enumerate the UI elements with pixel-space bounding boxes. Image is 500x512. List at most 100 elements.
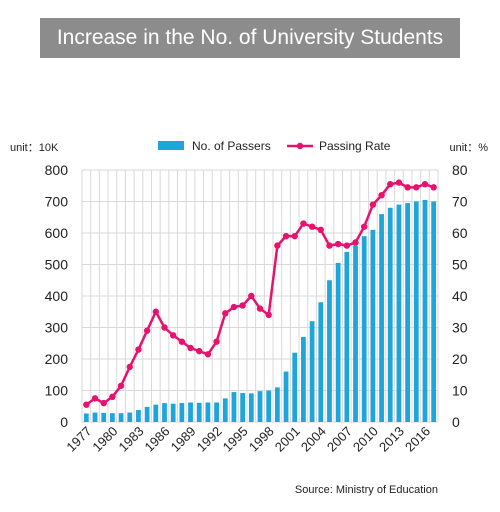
right-tick-label: 0 bbox=[452, 414, 460, 430]
rate-point-1980 bbox=[109, 393, 116, 400]
left-tick-label: 200 bbox=[45, 351, 69, 367]
rate-point-2000 bbox=[282, 232, 290, 240]
rate-point-1992 bbox=[213, 338, 220, 345]
bar-1989 bbox=[188, 402, 193, 422]
bar-1999 bbox=[274, 387, 280, 422]
bar-series bbox=[83, 199, 437, 422]
left-tick-label: 500 bbox=[45, 257, 69, 273]
chart-title: Increase in the No. of University Studen… bbox=[40, 18, 460, 58]
x-tick-label: 1986 bbox=[142, 424, 173, 455]
bar-2009 bbox=[361, 236, 367, 422]
rate-point-2001 bbox=[291, 232, 298, 240]
bar-2010 bbox=[370, 229, 376, 422]
rate-point-1999 bbox=[274, 242, 281, 249]
legend-line-marker bbox=[296, 142, 304, 150]
rate-point-2009 bbox=[360, 223, 368, 230]
rate-point-1998 bbox=[265, 311, 272, 319]
rate-point-2010 bbox=[369, 201, 377, 208]
bar-1992 bbox=[214, 402, 219, 422]
chart: 0 100 200 300 400 500 600 700 800 0 10 20 30 40 50 60 70… bbox=[10, 139, 488, 455]
legend-bar-swatch bbox=[158, 141, 184, 150]
x-tick-label: 2004 bbox=[298, 424, 329, 455]
bar-2005 bbox=[327, 280, 332, 422]
x-tick-label: 2010 bbox=[350, 424, 381, 455]
right-tick-label: 30 bbox=[452, 320, 468, 336]
bar-2016 bbox=[422, 199, 428, 422]
bar-1981 bbox=[118, 413, 124, 422]
rate-point-2002 bbox=[300, 220, 307, 227]
rate-point-1990 bbox=[196, 347, 203, 355]
right-tick-label: 10 bbox=[452, 383, 468, 399]
bar-1987 bbox=[170, 403, 176, 422]
rate-point-1986 bbox=[161, 324, 168, 331]
rate-point-2016 bbox=[421, 180, 429, 188]
rate-point-1996 bbox=[248, 292, 255, 300]
x-tick-label: 1977 bbox=[63, 424, 94, 455]
rate-point-1988 bbox=[178, 338, 186, 345]
right-axis-unit: unit：% bbox=[449, 142, 488, 154]
rate-point-1984 bbox=[143, 327, 151, 334]
rate-point-1993 bbox=[222, 310, 229, 317]
x-tick-label: 1980 bbox=[89, 424, 120, 455]
bar-1988 bbox=[179, 403, 185, 422]
bar-1984 bbox=[144, 406, 150, 422]
rate-point-2004 bbox=[317, 226, 324, 234]
right-tick-label: 80 bbox=[452, 162, 468, 178]
rate-point-2012 bbox=[387, 180, 394, 188]
rate-point-1991 bbox=[204, 351, 212, 358]
right-tick-label: 50 bbox=[452, 257, 468, 273]
source-note: Source: Ministry of Education bbox=[294, 484, 438, 496]
bar-2014 bbox=[405, 203, 410, 422]
x-tick-label: 1995 bbox=[220, 424, 251, 455]
bar-1978 bbox=[92, 412, 98, 422]
bar-2001 bbox=[292, 352, 298, 422]
rate-point-2008 bbox=[352, 239, 359, 246]
left-tick-label: 100 bbox=[45, 383, 69, 399]
rate-point-1979 bbox=[100, 399, 107, 407]
legend-label-rate: Passing Rate bbox=[319, 139, 391, 153]
rate-point-1978 bbox=[91, 395, 99, 402]
right-tick-label: 60 bbox=[452, 225, 468, 241]
right-tick-label: 70 bbox=[452, 194, 468, 210]
right-tick-label: 40 bbox=[452, 288, 468, 304]
x-tick-label: 1998 bbox=[246, 424, 277, 455]
bar-2015 bbox=[413, 201, 419, 422]
bar-2008 bbox=[353, 245, 358, 422]
bar-1993 bbox=[222, 398, 228, 422]
bar-1996 bbox=[248, 393, 254, 422]
grid bbox=[81, 169, 439, 423]
bar-1979 bbox=[101, 412, 107, 422]
rate-point-1995 bbox=[239, 302, 246, 309]
rate-point-1977 bbox=[83, 401, 90, 408]
rate-point-2006 bbox=[334, 240, 342, 248]
bar-1994 bbox=[231, 392, 237, 422]
left-tick-label: 400 bbox=[45, 288, 69, 304]
bar-2013 bbox=[396, 204, 402, 422]
bar-2017 bbox=[431, 201, 437, 422]
bar-1991 bbox=[205, 402, 211, 422]
bar-1983 bbox=[136, 410, 141, 422]
bar-2004 bbox=[318, 302, 324, 422]
bar-2012 bbox=[387, 207, 393, 422]
rate-point-1994 bbox=[230, 303, 238, 311]
rate-point-1983 bbox=[135, 346, 142, 353]
bar-1977 bbox=[83, 413, 89, 422]
bar-2002 bbox=[301, 336, 306, 422]
bar-2007 bbox=[344, 251, 350, 422]
bar-2003 bbox=[309, 321, 315, 422]
rate-point-2011 bbox=[378, 192, 385, 199]
rate-point-2007 bbox=[343, 242, 351, 249]
line-series bbox=[83, 179, 437, 408]
rate-point-2017 bbox=[430, 184, 437, 191]
left-tick-label: 0 bbox=[60, 414, 68, 430]
rate-point-2005 bbox=[326, 242, 333, 249]
left-tick-label: 600 bbox=[45, 225, 69, 241]
x-tick-label: 2013 bbox=[376, 424, 407, 455]
rate-point-2003 bbox=[308, 223, 316, 230]
bar-1990 bbox=[196, 402, 202, 422]
bar-1980 bbox=[110, 413, 115, 422]
bar-2006 bbox=[335, 262, 341, 422]
rate-point-1982 bbox=[126, 363, 133, 371]
x-tick-label: 1992 bbox=[194, 424, 225, 455]
rate-point-1981 bbox=[117, 382, 125, 389]
